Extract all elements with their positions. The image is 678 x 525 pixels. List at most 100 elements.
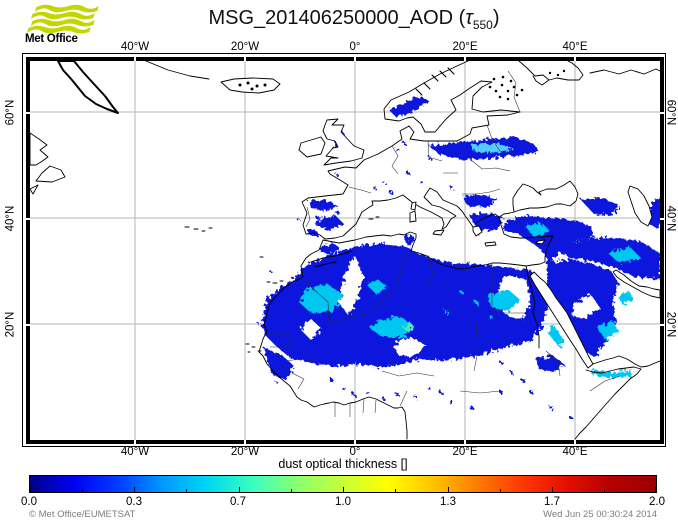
top-axis-tick-label: 0° bbox=[349, 41, 361, 53]
aod-blob-sudan bbox=[536, 356, 564, 372]
bottom-axis-tick-label: 20°W bbox=[230, 446, 260, 458]
aod-blob-balkans bbox=[462, 194, 498, 207]
title-prefix: MSG_201406250000_AOD ( bbox=[208, 7, 466, 29]
page-title: MSG_201406250000_AOD (τ550) bbox=[30, 7, 678, 32]
colorbar-label: dust optical thickness [] bbox=[278, 457, 408, 471]
coast-aegean bbox=[474, 213, 500, 225]
map-frame-band bbox=[26, 57, 664, 444]
frame-tick-notch bbox=[26, 324, 30, 326]
coast-horn-of-africa bbox=[574, 366, 642, 440]
country-borders bbox=[268, 70, 621, 417]
island-cape-verde bbox=[245, 343, 262, 353]
map-canvas bbox=[29, 60, 661, 440]
aod-patch-cyan bbox=[300, 284, 344, 313]
colorbar-tick-label: 0.3 bbox=[126, 496, 142, 508]
footer-copyright: © Met Office/EUMETSAT bbox=[29, 509, 136, 520]
coast-ireland bbox=[298, 136, 326, 158]
aod-data-layer bbox=[258, 96, 660, 420]
top-axis-tick-label: 40°E bbox=[562, 41, 588, 53]
logo-wave-band bbox=[34, 4, 99, 13]
coastlines bbox=[29, 60, 661, 440]
bottom-axis-tick-label: 0° bbox=[349, 446, 361, 458]
top-axis-tick-label: 40°W bbox=[120, 41, 150, 53]
left-axis-tick-label: 40°N bbox=[4, 205, 17, 232]
frame-tick-notch bbox=[660, 112, 664, 114]
frame-tick-notch bbox=[244, 440, 246, 444]
island-canaries bbox=[266, 280, 284, 284]
coast-italy bbox=[402, 187, 457, 230]
aod-patch-cyan bbox=[525, 223, 550, 237]
right-axis-tick-label: 60°N bbox=[664, 99, 677, 126]
title-subscript: 550 bbox=[472, 18, 493, 32]
left-axis-tick-label: 60°N bbox=[4, 99, 17, 126]
frame-tick-notch bbox=[354, 57, 356, 61]
river-nile bbox=[525, 265, 540, 349]
coast-arabia-south bbox=[592, 355, 661, 368]
logo-waves bbox=[26, 4, 99, 34]
frame-tick-notch bbox=[574, 440, 576, 444]
coast-red-sea bbox=[529, 271, 594, 369]
aod-blob-iberia bbox=[308, 200, 338, 211]
aod-blob-west-africa bbox=[264, 348, 294, 380]
colorbar-tick-label: 0.0 bbox=[21, 496, 37, 508]
top-axis-tick-label: 20°E bbox=[452, 41, 478, 53]
aod-patch-cyan bbox=[487, 290, 520, 311]
title-suffix: ) bbox=[492, 7, 500, 29]
aod-blob-levant bbox=[550, 238, 575, 255]
left-axis-tick-label: 20°N bbox=[4, 311, 17, 338]
finland-lakes bbox=[488, 69, 566, 101]
island-balearics bbox=[368, 216, 380, 220]
right-axis-tick-label: 20°N bbox=[664, 311, 677, 338]
aod-patch bbox=[404, 235, 414, 245]
aod-patch-redsea bbox=[547, 324, 564, 348]
coast-caspian bbox=[627, 185, 653, 227]
bottom-axis-tick-label: 20°E bbox=[452, 446, 478, 458]
frame-tick-notch bbox=[134, 440, 136, 444]
island-azores bbox=[184, 226, 213, 232]
coast-sardinia bbox=[409, 210, 417, 223]
aod-patch-cyan bbox=[597, 321, 619, 340]
aod-patch-cyan bbox=[366, 279, 388, 295]
coast-great-britain bbox=[322, 118, 365, 166]
map-plot-area bbox=[29, 60, 661, 440]
frame-tick-notch bbox=[464, 57, 466, 61]
coast-labrador bbox=[29, 132, 49, 166]
frame-tick-notch bbox=[660, 324, 664, 326]
coast-iberia bbox=[301, 184, 404, 240]
colorbar-tick-label: 1.0 bbox=[335, 496, 351, 508]
aod-patch-cyan bbox=[619, 292, 633, 305]
coast-west-europe bbox=[327, 111, 521, 186]
logo-wave-band bbox=[26, 25, 91, 34]
colorbar-tick-label: 1.7 bbox=[544, 496, 560, 508]
coast-peloponnese bbox=[472, 225, 483, 237]
coast-nova-scotia bbox=[29, 184, 39, 195]
right-axis-tick-label: 40°N bbox=[664, 205, 677, 232]
aod-blob-scandinavia bbox=[388, 96, 429, 117]
colorbar-tick-label: 2.0 bbox=[649, 496, 665, 508]
atlas-mountains bbox=[310, 250, 353, 268]
coast-greenland bbox=[57, 60, 119, 114]
aod-patch-cyan bbox=[371, 316, 415, 337]
coast-cyprus bbox=[535, 239, 546, 245]
aod-patch bbox=[319, 243, 341, 254]
terrain-marks bbox=[184, 67, 566, 353]
aod-patch-green bbox=[402, 322, 415, 332]
coast-black-sea bbox=[512, 180, 579, 213]
coast-corsica bbox=[410, 201, 417, 211]
aod-hole bbox=[339, 255, 363, 316]
aod-blob-turkey bbox=[503, 215, 594, 266]
colorbar-gradient bbox=[29, 475, 657, 493]
coast-greenland-east bbox=[145, 60, 210, 80]
aod-blob-iberia bbox=[316, 216, 344, 230]
map-frame-outer bbox=[22, 53, 666, 447]
coast-africa-north-west bbox=[258, 216, 554, 440]
coast-bosporus bbox=[498, 211, 515, 218]
coast-white-sea bbox=[518, 60, 661, 86]
coast-sicily bbox=[432, 229, 445, 236]
coast-scandinavia bbox=[383, 60, 521, 133]
coast-newfoundland bbox=[35, 165, 66, 183]
aod-patch-cyan bbox=[608, 247, 641, 263]
aod-hole bbox=[300, 319, 322, 340]
aod-hole bbox=[572, 295, 600, 319]
